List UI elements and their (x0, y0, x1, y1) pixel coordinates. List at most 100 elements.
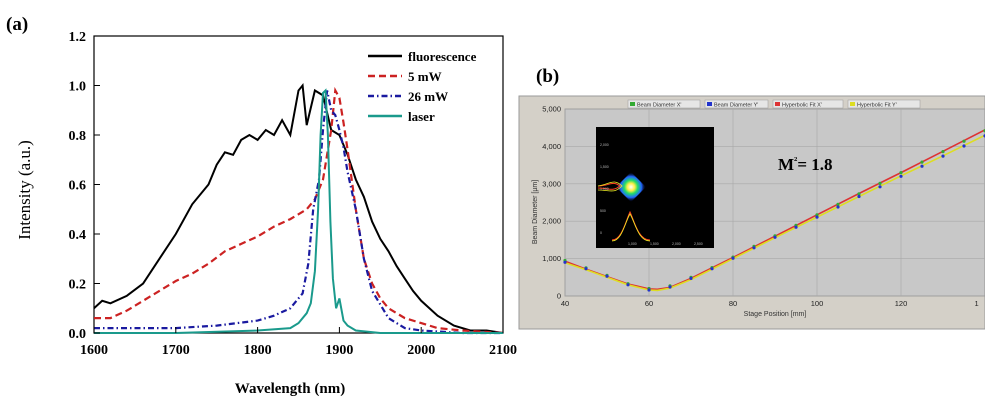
panel-b-legend: Beam Diameter X' Beam Diameter Y' Hyperbol… (627, 99, 921, 109)
data-point (962, 144, 966, 148)
data-point (752, 246, 756, 250)
data-point (857, 194, 861, 199)
x-tick-label: 1900 (325, 343, 353, 358)
data-point (668, 285, 672, 289)
data-point (689, 276, 693, 280)
x-tick-label: 1600 (80, 343, 108, 358)
panel-a-x-ticks: 1600 1700 1800 1900 2000 2100 (80, 327, 517, 358)
legend-label: laser (408, 109, 435, 124)
panel-b-label: (b) (536, 66, 559, 87)
legend-label: Beam Diameter Y' (714, 103, 758, 109)
series-line-fluorescence (93, 83, 504, 334)
data-point (815, 215, 819, 219)
x-tick-label: 1800 (244, 343, 272, 358)
data-point (836, 202, 840, 206)
y-tick-label: 0 (557, 292, 561, 301)
y-tick-label: 0.8 (69, 129, 87, 144)
panel-b-y-axis-label: Beam Diameter [µm] (532, 180, 539, 244)
y-tick-label: 0.4 (69, 228, 87, 243)
inset-x-tick-label: 1,000 (628, 242, 637, 246)
inset-y-tick-label: 1,500 (600, 165, 609, 169)
y-tick-label: 0.0 (69, 327, 87, 342)
data-point (941, 150, 945, 154)
y-tick-label: 1.2 (69, 30, 87, 45)
panel-a-label: (a) (6, 14, 28, 35)
x-tick-label: 2100 (489, 343, 517, 358)
beam-spot (616, 172, 646, 202)
x-tick-label: 60 (645, 299, 653, 308)
m-squared-annotation: M²= 1.8 (778, 155, 833, 174)
legend-label: 5 mW (408, 69, 442, 84)
data-point (878, 185, 882, 189)
x-tick-label: 2000 (407, 343, 435, 358)
panel-b-y-ticks: 0 1,000 2,000 3,000 4,000 5,000 (542, 105, 561, 301)
data-point (920, 164, 924, 168)
data-point (584, 267, 588, 271)
x-tick-label: 40 (561, 299, 569, 308)
legend-box (847, 99, 921, 109)
legend-label: Hyperbolic Fit X' (782, 103, 822, 109)
y-tick-label: 3,000 (542, 179, 561, 188)
data-point (605, 274, 609, 278)
data-point (710, 267, 714, 271)
legend-box (627, 99, 701, 109)
panel-a-y-axis-label: Intensity (a.u.) (15, 140, 34, 240)
inset-x-tick-label: 2,000 (672, 242, 681, 246)
data-point (941, 154, 945, 158)
legend-swatch (850, 102, 855, 106)
legend-label: Beam Diameter X' (637, 103, 681, 109)
panel-a-y-ticks: 0.0 0.2 0.4 0.6 0.8 1.0 1.2 (69, 30, 100, 342)
panel-b-x-axis-label: Stage Position [mm] (744, 311, 807, 318)
x-tick-label: 80 (729, 299, 737, 308)
x-tick-label: 1700 (162, 343, 190, 358)
inset-background (596, 127, 714, 248)
data-point (626, 283, 630, 287)
series-line-26-mw (94, 90, 503, 335)
data-point (962, 139, 966, 143)
series-line-laser (94, 88, 503, 334)
data-point (731, 256, 735, 260)
x-tick-label: 120 (895, 299, 908, 308)
panel-a-plot-frame (93, 35, 504, 334)
y-tick-label: 0.6 (69, 179, 87, 194)
series-line-5-mw (94, 86, 504, 335)
legend-label: Hyperbolic Fit Y' (857, 103, 897, 109)
inset-x-tick-label: 2,500 (694, 242, 703, 246)
legend-box (772, 99, 844, 109)
y-tick-label: 1,000 (542, 254, 561, 263)
data-point (563, 260, 567, 264)
y-tick-label: 0.2 (69, 278, 87, 293)
inset-vertical-fit (611, 213, 651, 242)
panel-b: (b) Beam Diameter X' Beam Diameter Y' Hype… (518, 66, 985, 330)
inset-x-ticks: 1,000 1,500 2,000 2,500 (628, 242, 703, 246)
panel-a-x-axis-label: Wavelength (nm) (235, 381, 345, 397)
inset-y-ticks: 2,000 1,500 1,000 500 0 (600, 143, 609, 235)
data-point (773, 235, 777, 239)
data-point (794, 225, 798, 229)
y-tick-label: 1.0 (69, 80, 87, 95)
legend-box (704, 99, 769, 109)
legend-label: 26 mW (408, 89, 448, 104)
inset-vertical-profile (611, 210, 651, 241)
inset-y-tick-label: 0 (600, 231, 602, 235)
inset-y-tick-label: 2,000 (600, 143, 609, 147)
data-point (920, 160, 924, 164)
x-tick-label: 100 (811, 299, 824, 308)
data-point (836, 205, 840, 209)
panel-b-x-ticks: 40 60 80 100 120 1 (561, 299, 979, 308)
legend-label: fluorescence (408, 49, 477, 64)
inset-y-tick-label: 1,000 (600, 187, 609, 191)
panel-b-series (563, 129, 985, 292)
x-tick-label: 1 (975, 299, 979, 308)
panel-a-series-lines (93, 83, 504, 335)
data-point (647, 288, 651, 292)
y-tick-label: 4,000 (542, 142, 561, 151)
inset-y-tick-label: 500 (600, 209, 606, 213)
panel-a-legend: fluorescence 5 mW 26 mW laser (368, 49, 477, 124)
inset-horizontal-profile (597, 182, 621, 190)
data-point (899, 174, 903, 178)
legend-swatch (707, 102, 712, 106)
data-point (899, 171, 903, 175)
legend-swatch (775, 102, 780, 106)
